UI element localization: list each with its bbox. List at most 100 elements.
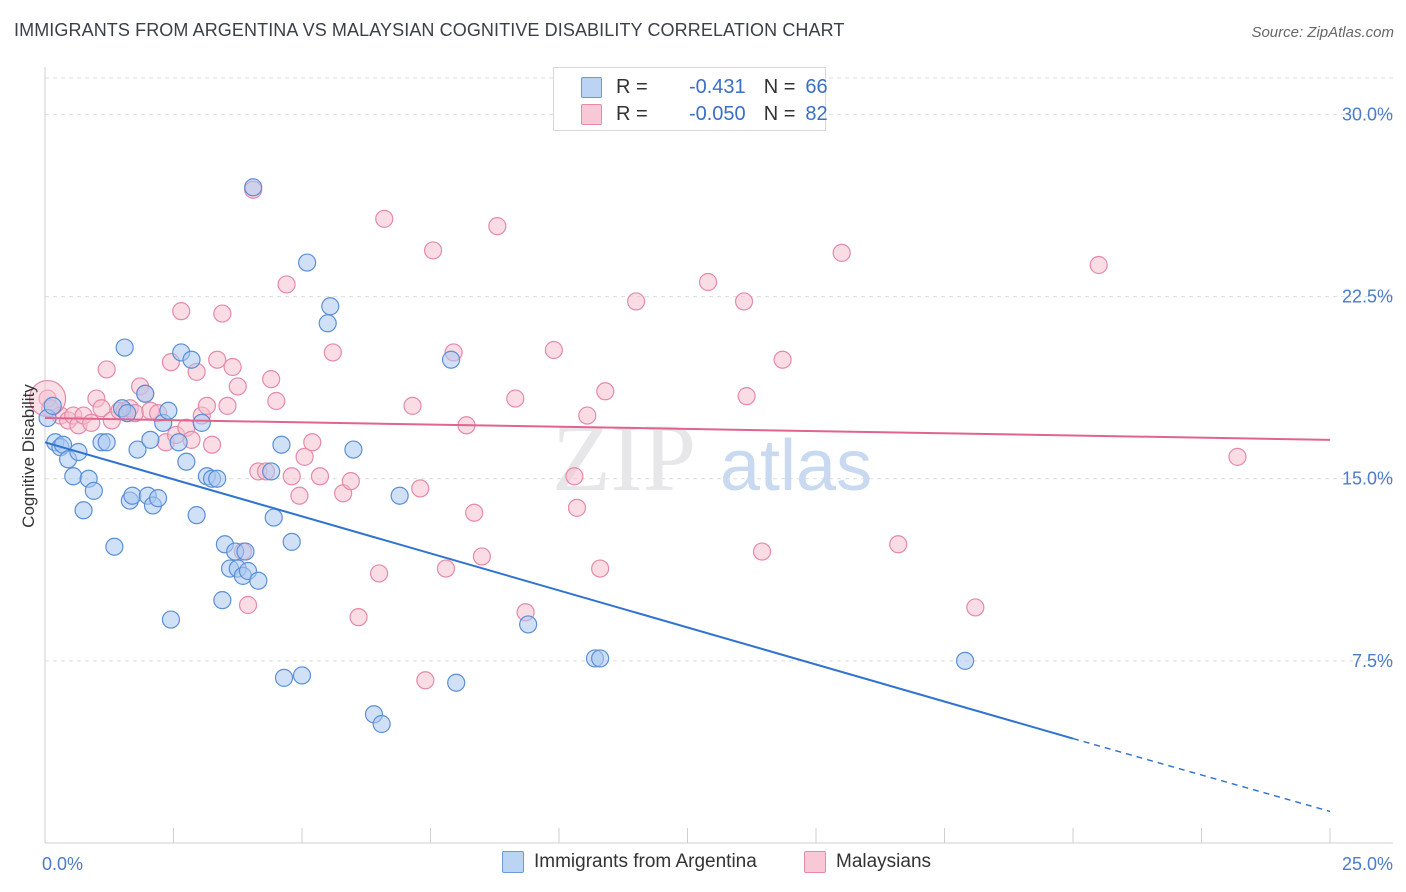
malaysians-point	[889, 535, 908, 554]
malaysians-point	[626, 292, 646, 311]
argentina-point	[262, 462, 281, 481]
argentina-point	[192, 413, 211, 432]
y-tick-label: 30.0%	[1342, 104, 1393, 124]
malaysians-point	[423, 241, 443, 260]
argentina-point	[105, 537, 124, 556]
malaysians-point	[282, 467, 301, 486]
argentina-point	[447, 673, 466, 692]
malaysians-point	[578, 406, 597, 425]
argentina-point	[591, 649, 610, 668]
argentina-point	[115, 338, 134, 357]
argentina-point	[208, 469, 227, 488]
legend-r-value: -0.431	[688, 75, 746, 98]
x-tick-label-max: 25.0%	[1342, 854, 1393, 874]
argentina-point	[84, 481, 103, 500]
argentina-point	[264, 508, 283, 527]
pink-swatch	[581, 103, 602, 125]
argentina-point	[128, 440, 147, 459]
malaysians-point	[323, 343, 342, 362]
legend-n-label: N =	[763, 102, 796, 125]
malaysians-point	[416, 671, 435, 690]
legend-n-label: N =	[763, 75, 796, 98]
legend-r-value: -0.050	[688, 102, 746, 125]
malaysians-point	[267, 391, 286, 411]
watermark: ZIP atlas	[552, 404, 872, 511]
malaysians-point	[172, 302, 191, 321]
malaysians-point	[97, 360, 116, 379]
malaysians-point	[567, 498, 587, 517]
malaysians-point	[403, 396, 422, 415]
argentina-point	[177, 452, 196, 471]
malaysians-point	[966, 598, 985, 617]
legend-label-argentina: Immigrants from Argentina	[534, 851, 757, 872]
malaysians-point	[565, 467, 584, 486]
watermark-atlas: atlas	[720, 426, 872, 506]
series-legend: Immigrants from Argentina Malaysians	[0, 851, 1406, 879]
malaysians-point	[218, 396, 237, 415]
malaysians-point	[1089, 255, 1108, 275]
x-tick-label-min: 0.0%	[42, 854, 83, 874]
y-tick-label: 22.5%	[1342, 287, 1393, 307]
legend-n-value: 66	[805, 75, 828, 98]
malaysians-point	[591, 559, 610, 578]
legend-r-label: R =	[616, 75, 648, 98]
malaysians-point	[290, 486, 309, 505]
argentina-point	[372, 714, 391, 734]
malaysians-point	[506, 389, 525, 408]
legend-row-argentina: R = -0.431 N = 66	[554, 74, 828, 100]
argentina-trend-extension	[1072, 737, 1331, 813]
malaysians-point	[223, 357, 242, 377]
malaysians-point	[737, 387, 756, 406]
malaysians-point	[596, 382, 615, 401]
argentina-point	[390, 486, 409, 505]
legend-label-malaysians: Malaysians	[836, 851, 932, 872]
malaysians-point	[202, 435, 222, 454]
malaysians-point	[411, 479, 430, 498]
chart-title: IMMIGRANTS FROM ARGENTINA VS MALAYSIAN C…	[14, 20, 845, 40]
argentina-point	[74, 501, 93, 520]
blue-legend-swatch	[502, 851, 524, 873]
malaysians-point	[436, 559, 456, 578]
malaysians-point	[197, 396, 217, 415]
argentina-point	[249, 571, 268, 590]
argentina-point	[148, 489, 168, 508]
argentina-point	[141, 430, 160, 449]
malaysians-point	[295, 447, 314, 466]
argentina-point	[236, 542, 255, 561]
argentina-point	[441, 350, 461, 369]
malaysians-point	[375, 209, 394, 228]
argentina-point	[244, 178, 263, 197]
argentina-point	[274, 668, 294, 687]
malaysians-point	[262, 370, 281, 389]
malaysians-point	[310, 467, 330, 486]
malaysians-point	[773, 350, 792, 369]
argentina-point	[298, 253, 317, 272]
argentina-point	[318, 314, 337, 333]
correlation-legend: R = -0.431 N = 66 R = -0.050 N = 82	[553, 67, 828, 131]
malaysians-point	[92, 399, 111, 418]
malaysians-point	[341, 472, 360, 491]
y-tick-labels: 7.5% 15.0% 22.5% 30.0%	[1342, 104, 1393, 670]
argentina-point	[182, 350, 201, 369]
y-tick-label: 7.5%	[1352, 651, 1393, 671]
argentina-point	[282, 532, 301, 551]
argentina-point	[292, 666, 312, 685]
malaysians-point	[832, 243, 851, 262]
malaysians-point	[208, 350, 227, 369]
malaysians-point	[752, 542, 772, 561]
malaysians-point	[349, 608, 368, 627]
legend-r-label: R =	[616, 102, 648, 125]
malaysians-point	[472, 547, 491, 566]
y-axis-label: Cognitive Disability	[19, 384, 38, 528]
malaysians-point	[82, 413, 101, 432]
malaysians-point	[213, 304, 232, 323]
legend-item-malaysians: Malaysians	[804, 851, 931, 873]
watermark-zip: ZIP	[552, 404, 696, 511]
y-tick-label: 15.0%	[1342, 469, 1393, 489]
blue-swatch	[581, 76, 602, 98]
malaysians-point	[1228, 447, 1247, 466]
malaysians-point	[488, 217, 507, 236]
argentina-point	[169, 433, 188, 452]
malaysians-point	[698, 272, 718, 292]
